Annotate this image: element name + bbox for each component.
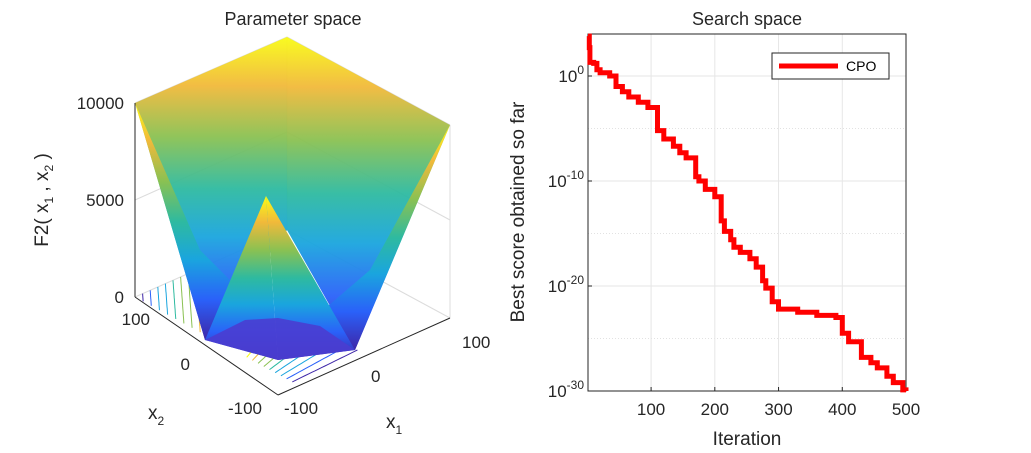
- contour-line: [157, 286, 160, 311]
- z-axis: 10000 5000 0: [77, 94, 136, 307]
- contour-line: [180, 276, 185, 324]
- surface-faces: [135, 37, 450, 360]
- contour-line: [164, 283, 169, 315]
- surface-face-trough: [205, 318, 355, 360]
- surface-face-back-right: [287, 37, 450, 350]
- contour-line: [149, 290, 152, 306]
- line-plot: Search space 100 200 300 400 500 100 10-10 10-…: [508, 9, 920, 450]
- z-tick-label: 10000: [77, 94, 124, 113]
- y-axis-label: x2: [148, 403, 165, 428]
- x-tick-label: 400: [828, 400, 856, 419]
- contour-line: [292, 349, 358, 383]
- y-tick-label: 0: [181, 355, 190, 374]
- line-title: Search space: [692, 9, 802, 29]
- x-tick-label: 200: [701, 400, 729, 419]
- z-tick-label: 0: [115, 288, 124, 307]
- line-ylabel: Best score obtained so far: [508, 101, 529, 322]
- x-tick-label: 100: [462, 333, 490, 352]
- z-axis-label: F2( x1 , x2 ): [32, 153, 56, 247]
- legend: CPO: [771, 52, 890, 80]
- x-tick-label: 0: [371, 367, 380, 386]
- surface-title: Parameter space: [224, 9, 361, 29]
- y-axis: 100 0 -100: [122, 310, 262, 418]
- y-tick-label: 100: [122, 310, 150, 329]
- x-tick-label: -100: [284, 399, 318, 418]
- y-tick-label: 10-30: [548, 378, 585, 401]
- surface-face-front-right: [266, 196, 355, 360]
- series-line-cpo: [586, 33, 909, 393]
- y-tick-label: 100: [558, 63, 584, 86]
- x-tick-label: 100: [637, 400, 665, 419]
- y-tick-label: 10-10: [548, 168, 585, 191]
- y-tick-label: -100: [228, 399, 262, 418]
- surface-face-front-left: [205, 196, 278, 360]
- legend-label-cpo: CPO: [846, 58, 876, 74]
- floor-axes: [134, 296, 451, 396]
- x-axis-label: x1: [386, 412, 403, 437]
- plot-frame: [587, 33, 907, 392]
- y-ticks: 100 10-10 10-20 10-30: [548, 63, 592, 401]
- contour-line: [142, 293, 144, 302]
- surface-plot: Parameter space 10000: [32, 9, 490, 437]
- line-xlabel: Iteration: [713, 429, 782, 450]
- x-ticks: 100 200 300 400 500: [637, 387, 920, 419]
- x-axis: -100 0 100: [284, 333, 490, 418]
- contour-line: [172, 280, 177, 320]
- y-tick-label: 10-20: [548, 273, 585, 296]
- plot-area: [588, 34, 906, 391]
- x-tick-label: 300: [764, 400, 792, 419]
- x-tick-label: 500: [892, 400, 920, 419]
- z-tick-label: 5000: [86, 191, 124, 210]
